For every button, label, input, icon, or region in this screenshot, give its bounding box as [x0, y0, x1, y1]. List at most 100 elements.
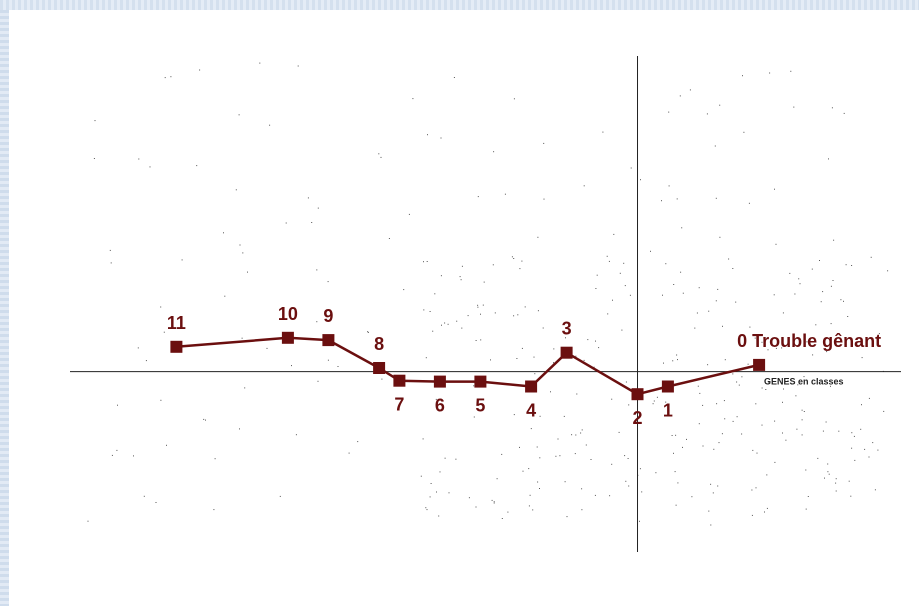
scatter-dot: [155, 502, 157, 503]
point-label: 4: [526, 401, 536, 421]
scatter-dot: [519, 268, 521, 270]
scatter-dot: [559, 455, 561, 457]
scatter-dot: [468, 497, 470, 499]
scatter-dot: [524, 306, 526, 308]
scatter-dot: [539, 415, 541, 417]
scatter-dot: [782, 432, 783, 434]
scatter-dot: [887, 270, 889, 272]
scatter-dot: [453, 77, 455, 78]
scatter-dot: [805, 469, 807, 471]
scatter-dot: [783, 388, 784, 390]
scatter-dot: [480, 339, 482, 341]
scatter-dot: [785, 439, 787, 441]
scatter-dot: [504, 193, 506, 195]
scatter-dot: [628, 485, 630, 487]
scatter-dot: [847, 316, 849, 317]
scatter-dot: [641, 491, 643, 493]
scatter-dot: [501, 518, 503, 519]
window-frame-left: [0, 10, 9, 606]
scatter-dot: [713, 448, 715, 450]
scatter-dot: [835, 478, 837, 480]
scatter-dot: [822, 291, 824, 293]
scatter-dot: [699, 392, 701, 394]
scatter-dot: [721, 433, 723, 435]
point-label: 9: [323, 306, 333, 326]
scatter-dot: [585, 444, 587, 446]
scatter-dot: [513, 98, 515, 100]
scatter-dot: [715, 197, 717, 199]
scatter-dot: [475, 340, 477, 341]
scatter-dot: [587, 339, 589, 341]
scatter-dot: [337, 366, 339, 367]
scatter-dot: [868, 456, 870, 458]
scatter-dot: [533, 356, 535, 358]
scatter-dot: [827, 463, 829, 465]
scatter-dot: [223, 232, 224, 234]
scatter-dot: [732, 373, 734, 375]
scatter-dot: [595, 340, 596, 342]
scatter-dot: [815, 324, 817, 326]
scatter-dot: [612, 299, 613, 301]
scatter-dot: [694, 327, 696, 329]
scatter-dot: [793, 106, 795, 108]
scatter-dot: [719, 236, 721, 238]
scatter-dot: [728, 258, 730, 260]
point-label: 6: [435, 396, 445, 416]
scatter-dot: [581, 429, 583, 431]
scatter-dot: [511, 256, 513, 258]
point-label: 1: [663, 401, 673, 421]
scatter-dot: [736, 381, 738, 383]
scatter-dot: [581, 488, 583, 490]
scatter-dot: [203, 418, 205, 420]
scatter-dot: [803, 376, 805, 378]
point-label: 2: [632, 408, 642, 428]
scatter-dot: [787, 379, 789, 381]
scatter-dot: [543, 142, 545, 144]
scatter-dot: [441, 324, 442, 326]
scatter-dot: [427, 134, 428, 136]
scatter-dot: [715, 300, 717, 302]
scatter-dot: [475, 506, 477, 508]
scatter-dot: [235, 189, 237, 191]
scatter-dot: [537, 236, 539, 238]
scatter-dot: [714, 145, 716, 147]
scatter-dot: [430, 483, 432, 484]
scatter-dot: [557, 438, 559, 440]
scatter-dot: [461, 327, 463, 329]
point-marker: [393, 374, 406, 387]
scatter-dot: [534, 373, 536, 375]
scatter-dot: [530, 428, 532, 430]
scatter-dot: [420, 475, 422, 477]
scatter-dot: [768, 382, 770, 384]
scatter-dot: [539, 488, 540, 489]
scatter-dot: [864, 448, 866, 450]
scatter-dot: [367, 331, 369, 333]
scatter-dot: [754, 337, 756, 339]
scatter-dot: [640, 179, 641, 181]
scatter-dot: [550, 391, 551, 393]
scatter-dot: [164, 77, 166, 79]
scatter-dot: [542, 327, 544, 329]
scatter-dot: [436, 491, 437, 493]
scatter-dot: [381, 378, 383, 380]
scatter-dot: [574, 453, 576, 455]
scatter-dot: [830, 385, 831, 387]
scatter-dot: [266, 347, 268, 349]
scatter-dot: [425, 507, 427, 509]
scatter-dot: [710, 524, 712, 526]
scatter-dot: [422, 438, 424, 440]
scatter-dot: [316, 269, 318, 271]
scatter-dot: [682, 292, 684, 294]
scatter-dot: [316, 321, 318, 323]
scatter-dot: [455, 458, 457, 460]
scatter-dot: [838, 430, 840, 432]
scatter-dot: [751, 514, 753, 516]
scatter-dot: [444, 457, 446, 459]
scatter-dot: [297, 65, 299, 67]
scatter-dot: [719, 104, 721, 106]
scatter-dot: [782, 401, 783, 403]
point-marker: [373, 362, 386, 374]
scatter-dot: [483, 281, 485, 283]
scatter-dot: [697, 385, 699, 387]
